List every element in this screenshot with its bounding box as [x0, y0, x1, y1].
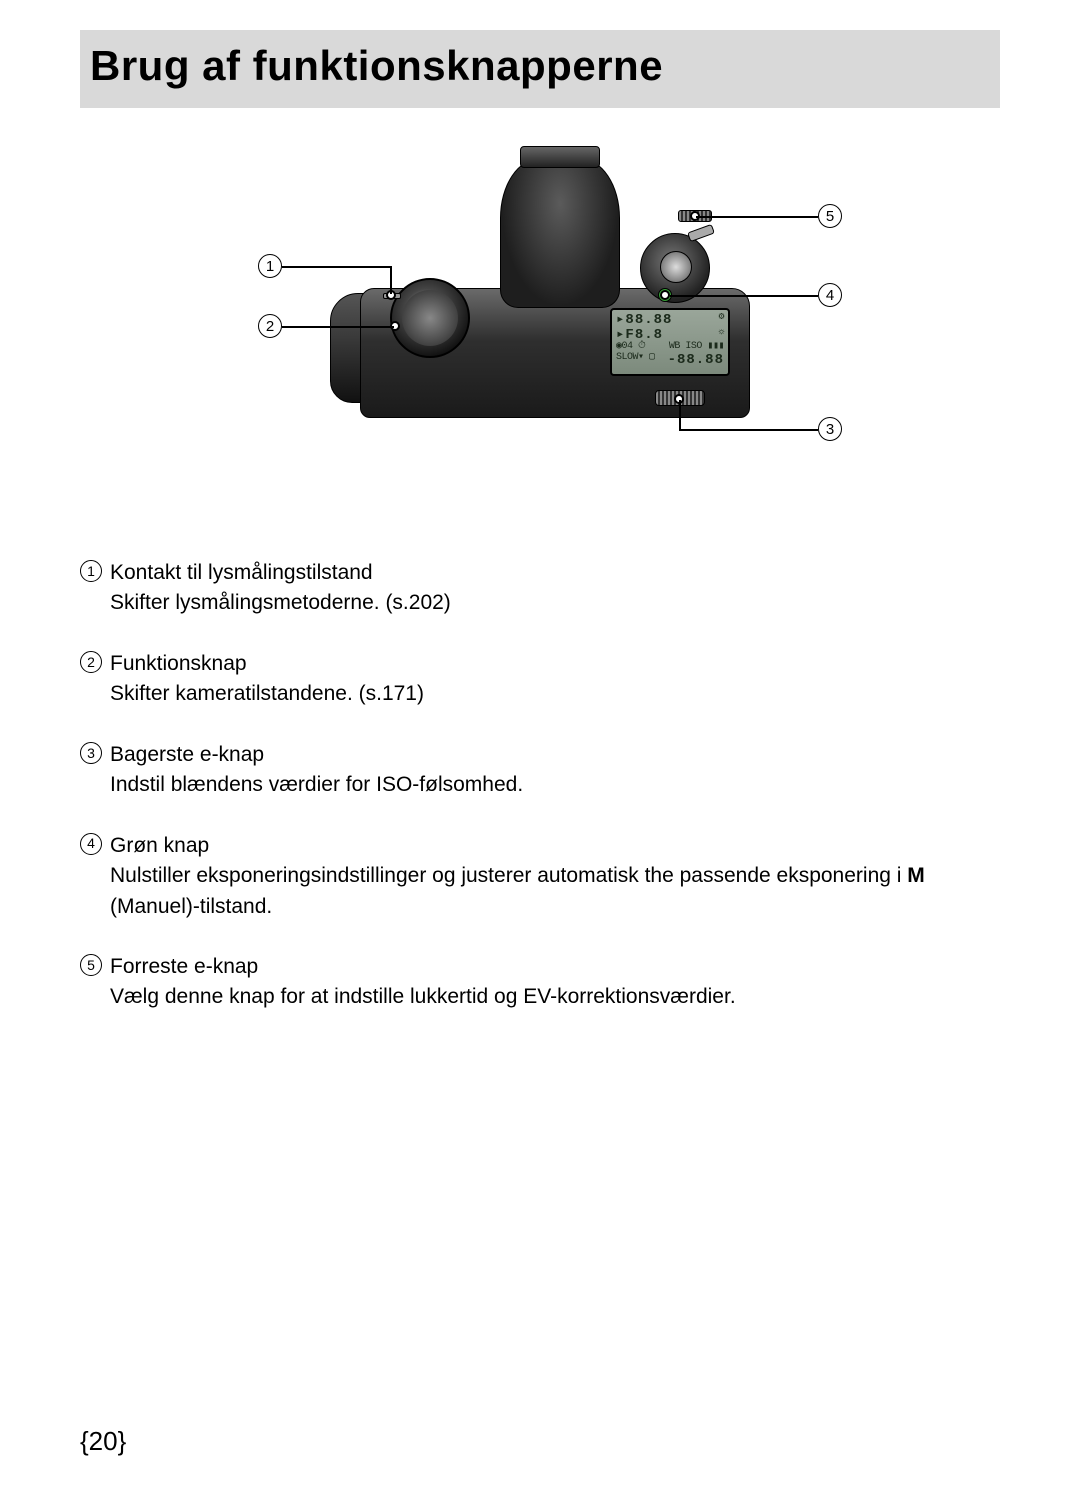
- title-bar: Brug af funktionsknapperne: [80, 30, 1000, 108]
- lcd-l4r: -88.88: [668, 353, 724, 368]
- item-title: Funktionsknap: [110, 649, 247, 679]
- item-number: 1: [80, 560, 102, 582]
- leader-1v: [390, 266, 392, 294]
- callout-number-1: 1: [258, 254, 282, 278]
- item-desc: Skifter lysmålingsmetoderne. (s.202): [110, 588, 1000, 618]
- camera-hotshoe: [520, 146, 600, 168]
- item-desc: Vælg denne knap for at indstille lukkert…: [110, 982, 1000, 1012]
- leader-5: [696, 216, 818, 218]
- callout-number-2: 2: [258, 314, 282, 338]
- item-number: 3: [80, 742, 102, 764]
- list-item: 1 Kontakt til lysmålingstilstand Skifter…: [80, 558, 1000, 619]
- item-desc: Skifter kameratilstandene. (s.171): [110, 679, 1000, 709]
- item-desc: Nulstiller eksponeringsindstillinger og …: [110, 861, 1000, 922]
- leader-3: [679, 429, 818, 431]
- page-number: {20}: [80, 1426, 126, 1457]
- item-title: Forreste e-knap: [110, 952, 258, 982]
- item-number: 2: [80, 651, 102, 673]
- leader-4: [670, 295, 818, 297]
- item-desc-post: (Manuel)-tilstand.: [110, 895, 272, 918]
- page-title: Brug af funktionsknapperne: [90, 42, 990, 90]
- camera-prism: [500, 158, 620, 308]
- mode-dial: [390, 278, 470, 358]
- lcd-l2r: ☼: [718, 328, 724, 343]
- lcd-l1l: ▸88.88: [616, 313, 672, 328]
- callout-number-5: 5: [818, 204, 842, 228]
- list-item: 4 Grøn knap Nulstiller eksponeringsindst…: [80, 831, 1000, 922]
- item-number: 5: [80, 954, 102, 976]
- callout-list: 1 Kontakt til lysmålingstilstand Skifter…: [80, 558, 1000, 1013]
- callout-number-3: 3: [818, 417, 842, 441]
- callout-number-4: 4: [818, 283, 842, 307]
- callout-dot-4: [660, 290, 670, 300]
- leader-3v: [679, 400, 681, 430]
- item-number: 4: [80, 833, 102, 855]
- item-title: Kontakt til lysmålingstilstand: [110, 558, 373, 588]
- item-desc: Indstil blændens værdier for ISO-følsomh…: [110, 770, 1000, 800]
- item-desc-bold: M: [907, 864, 925, 887]
- shutter-button: [660, 251, 692, 283]
- item-desc-pre: Nulstiller eksponeringsindstillinger og …: [110, 864, 907, 887]
- list-item: 5 Forreste e-knap Vælg denne knap for at…: [80, 952, 1000, 1013]
- lcd-l1r: ⚙: [718, 313, 724, 328]
- lcd-l4l: SLOW▾ ▢: [616, 353, 655, 368]
- item-title: Grøn knap: [110, 831, 209, 861]
- leader-2: [282, 326, 394, 328]
- list-item: 2 Funktionsknap Skifter kameratilstanden…: [80, 649, 1000, 710]
- item-title: Bagerste e-knap: [110, 740, 264, 770]
- power-lever: [687, 224, 715, 242]
- list-item: 3 Bagerste e-knap Indstil blændens værdi…: [80, 740, 1000, 801]
- leader-1: [282, 266, 390, 268]
- camera-top-diagram: ▸88.88⚙ ▸F8.8☼ ◉04 ⏱WB ISO ▮▮▮ SLOW▾ ▢-8…: [240, 138, 840, 478]
- manual-page: Brug af funktionsknapperne ▸88.88⚙ ▸F8.8…: [0, 0, 1080, 1507]
- top-lcd-panel: ▸88.88⚙ ▸F8.8☼ ◉04 ⏱WB ISO ▮▮▮ SLOW▾ ▢-8…: [610, 308, 730, 376]
